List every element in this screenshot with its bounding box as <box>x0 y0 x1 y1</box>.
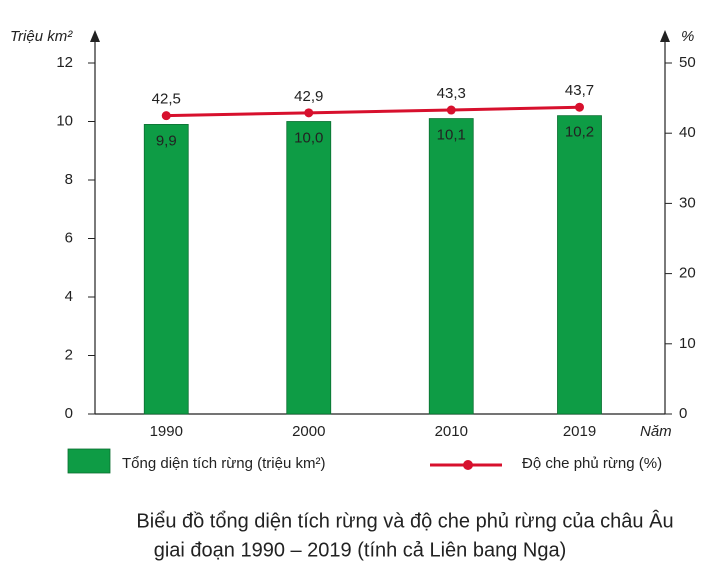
bar <box>143 124 189 415</box>
y2-tick-label: 10 <box>679 335 696 352</box>
bar <box>286 121 332 415</box>
y2-arrow <box>660 30 670 42</box>
y2-tick-label: 40 <box>679 124 696 141</box>
x-tick-label: 1990 <box>150 423 183 440</box>
legend-label: Độ che phủ rừng (%) <box>522 455 662 472</box>
y2-axis-label: % <box>681 28 694 45</box>
x-tick-label: 2010 <box>435 423 468 440</box>
y-tick-label: 8 <box>65 171 73 188</box>
line-value-label: 43,3 <box>437 85 466 102</box>
line-point <box>446 105 456 115</box>
y2-tick-label: 30 <box>679 194 696 211</box>
line-value-label: 42,9 <box>294 88 323 105</box>
bar <box>428 118 474 415</box>
y2-tick-label: 50 <box>679 54 696 71</box>
x-tick-label: 2000 <box>292 423 325 440</box>
y-tick-label: 6 <box>65 229 73 246</box>
bar-value-label: 10,2 <box>565 124 594 141</box>
bar-value-label: 10,0 <box>294 129 323 146</box>
y-tick-label: 2 <box>65 346 73 363</box>
chart-title: giai đoạn 1990 – 2019 (tính cả Liên bang… <box>154 539 567 561</box>
legend-swatch <box>67 448 111 474</box>
bar <box>557 115 602 415</box>
legend-label: Tổng diện tích rừng (triệu km²) <box>122 455 325 472</box>
line-point <box>575 102 584 112</box>
x-axis-label: Năm <box>640 423 672 440</box>
y-tick-label: 0 <box>65 405 73 422</box>
bar-value-label: 9,9 <box>156 132 177 149</box>
y2-tick-label: 20 <box>679 265 696 282</box>
x-tick-label: 2019 <box>563 423 596 440</box>
line <box>166 105 580 118</box>
line-value-label: 43,7 <box>565 82 594 99</box>
y-axis-label: Triệu km² <box>10 28 73 45</box>
bar-value-label: 10,1 <box>437 127 466 144</box>
y-tick-label: 12 <box>56 54 73 71</box>
legend-marker <box>463 460 473 470</box>
chart-title: Biểu đồ tổng diện tích rừng và độ che ph… <box>136 509 673 532</box>
line-point <box>161 111 171 121</box>
y2-tick-label: 0 <box>679 405 687 422</box>
line-point <box>304 108 314 118</box>
y-tick-label: 10 <box>56 112 73 129</box>
y-tick-label: 4 <box>65 288 73 305</box>
y-arrow <box>90 30 100 42</box>
line-value-label: 42,5 <box>152 91 181 108</box>
